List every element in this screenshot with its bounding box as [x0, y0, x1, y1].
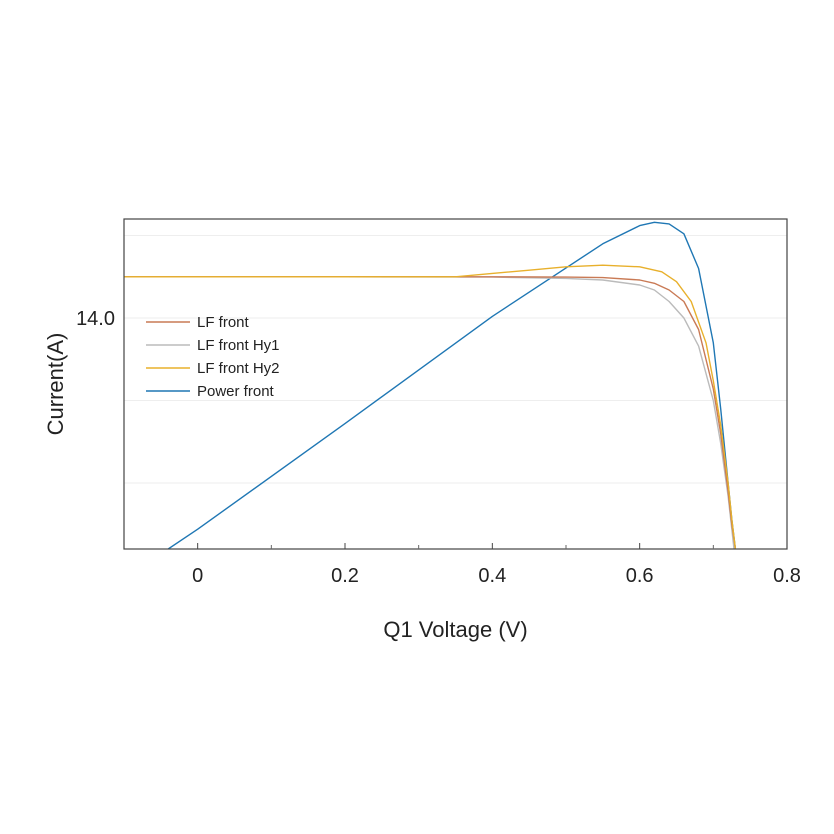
legend: LF front LF front Hy1 LF front Hy2 Power fr…	[146, 314, 280, 400]
x-tick-label: 0.2	[331, 565, 359, 587]
x-tick-label: 0.4	[478, 565, 506, 587]
x-tick-label: 0.6	[626, 565, 654, 587]
grid-layer	[124, 235, 787, 484]
series-layer	[124, 221, 737, 549]
y-tick-label: 14.0	[76, 308, 115, 330]
x-axis-title: Q1 Voltage (V)	[383, 617, 527, 642]
legend-label: LF front	[197, 314, 250, 331]
plot-frame	[123, 218, 788, 550]
legend-label: LF front Hy1	[197, 337, 280, 354]
series-line-lf-front-hy2	[124, 264, 737, 549]
y-axis-title: Current(A)	[43, 333, 68, 436]
x-tick-label: 0.8	[773, 565, 801, 587]
legend-label: Power front	[197, 383, 275, 400]
x-tick-label: 0	[192, 565, 203, 587]
ticks-layer: 0 0.2 0.4 0.6 0.8 14.0	[76, 308, 801, 587]
legend-label: LF front Hy2	[197, 360, 280, 377]
